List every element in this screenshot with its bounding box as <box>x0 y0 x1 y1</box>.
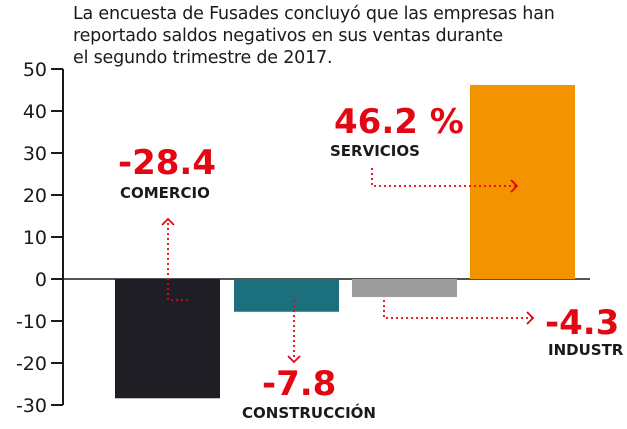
y-tick-label: 10 <box>23 227 47 249</box>
category-label-comercio: COMERCIO <box>120 184 210 202</box>
y-tick-label: -20 <box>16 353 47 375</box>
arrow-comercio <box>167 220 188 301</box>
arrow-head-industria <box>526 311 535 325</box>
value-label-industria: -4.3 <box>545 303 619 343</box>
category-label-servicios: SERVICIOS <box>330 142 420 160</box>
value-label-servicios: 46.2 % <box>334 102 464 142</box>
bar-servicios <box>470 84 575 280</box>
chart-subtitle: La encuesta de Fusades concluyó que las … <box>73 3 627 69</box>
y-tick-label: 30 <box>23 143 47 165</box>
bar-industria <box>352 279 457 298</box>
bar-construccion <box>234 279 339 312</box>
y-tick-label: -30 <box>16 395 47 417</box>
y-tick-label: 20 <box>23 185 47 207</box>
arrow-head-comercio <box>161 217 175 226</box>
value-label-construccion: -7.8 <box>262 364 336 404</box>
bars <box>115 84 575 399</box>
y-tick-label: 40 <box>23 101 47 123</box>
subtitle-line-2: reportado saldos negativos en sus ventas… <box>73 26 503 46</box>
category-label-construccion: CONSTRUCCIÓN <box>242 403 376 422</box>
y-tick-label: -10 <box>16 311 47 333</box>
arrow-head-servicios <box>510 179 519 193</box>
arrow-servicios <box>371 168 516 187</box>
category-label-industria: INDUSTR <box>548 341 624 359</box>
y-tick-label: 50 <box>23 59 47 81</box>
annotation-arrows <box>161 168 535 364</box>
value-label-comercio: -28.4 <box>118 143 216 183</box>
subtitle-line-1: La encuesta de Fusades concluyó que las … <box>73 4 555 24</box>
subtitle-line-3: el segundo trimestre de 2017. <box>73 48 333 68</box>
bar-comercio <box>115 279 220 399</box>
arrow-head-construccion <box>287 355 301 364</box>
y-tick-label: 0 <box>35 269 47 291</box>
arrow-industria <box>383 300 532 319</box>
